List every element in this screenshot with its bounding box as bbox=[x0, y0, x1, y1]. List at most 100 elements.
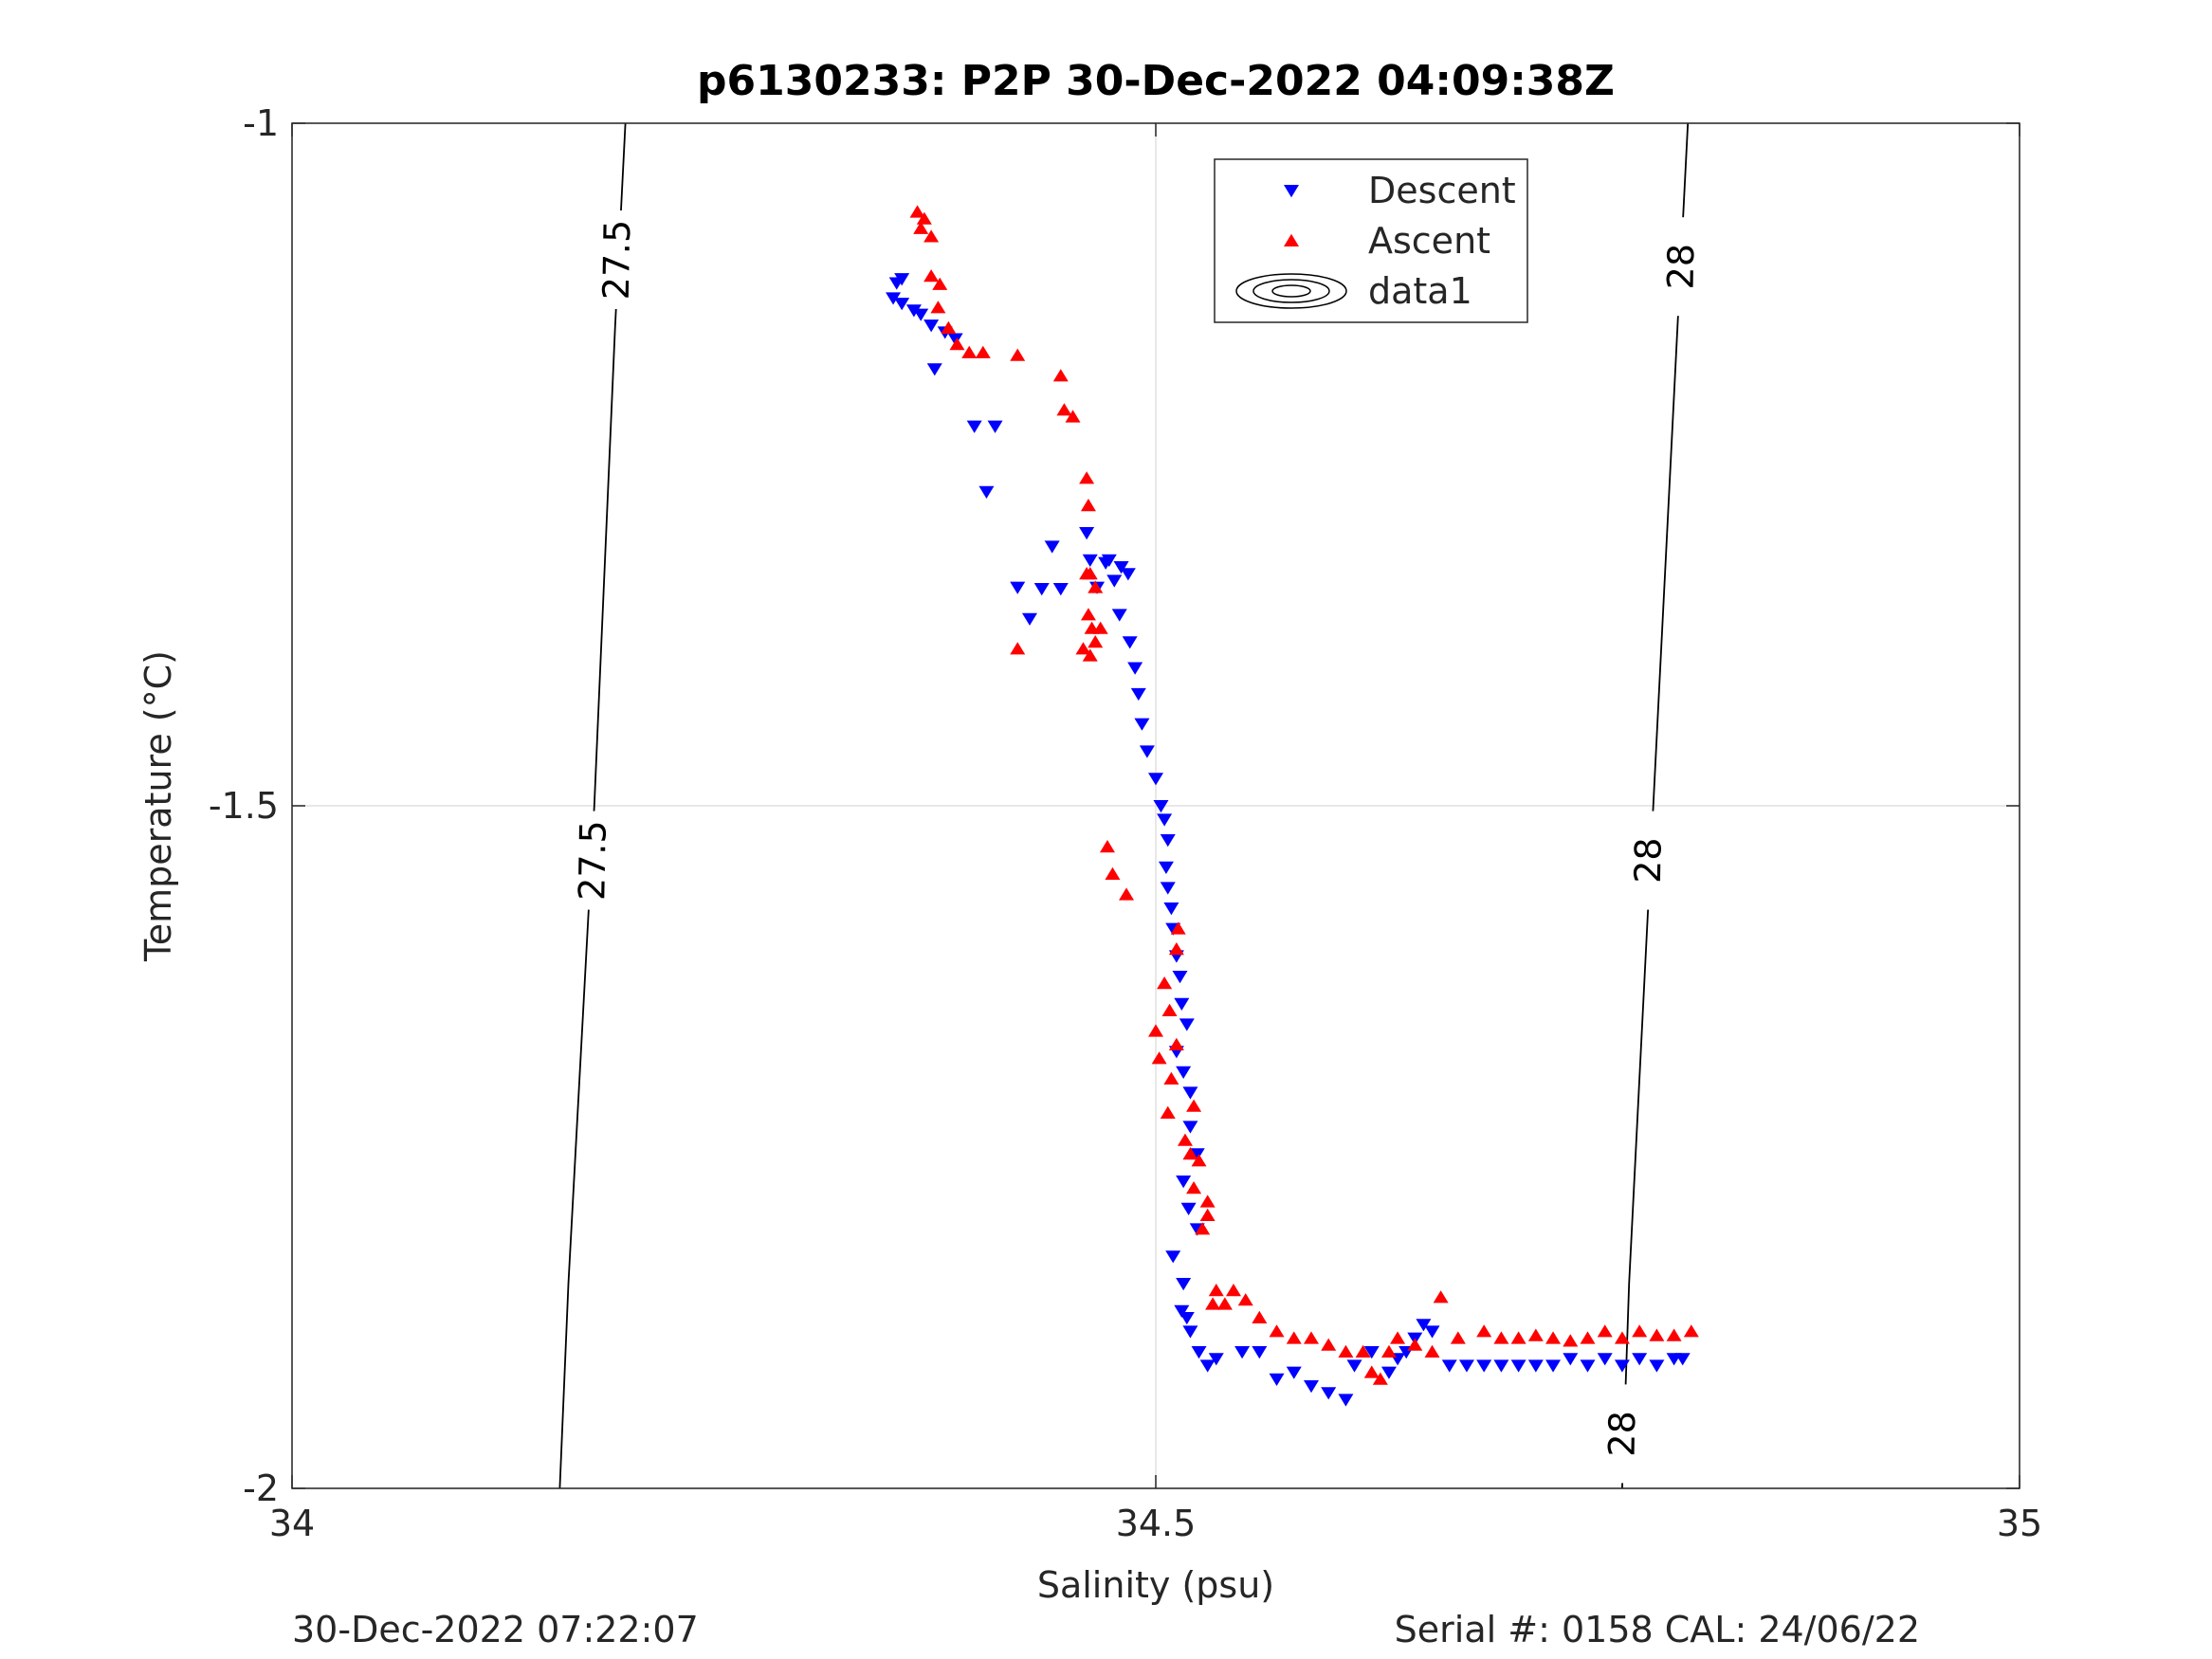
descent-point bbox=[1234, 1346, 1251, 1359]
legend-contour-icon bbox=[1252, 279, 1330, 303]
descent-point bbox=[1148, 773, 1163, 786]
descent-point bbox=[1179, 1312, 1195, 1325]
ascent-point bbox=[1195, 1222, 1211, 1235]
ascent-point bbox=[1338, 1344, 1354, 1358]
descent-point bbox=[987, 420, 1003, 433]
descent-point bbox=[1199, 1359, 1216, 1373]
descent-point bbox=[1172, 971, 1188, 984]
descent-point bbox=[1127, 662, 1143, 675]
footer-serial-cal: Serial #: 0158 CAL: 24/06/22 bbox=[1395, 1609, 1920, 1650]
ascent-point bbox=[1182, 1147, 1198, 1160]
legend-label: Ascent bbox=[1368, 220, 1490, 262]
ascent-point bbox=[1208, 1284, 1224, 1297]
descent-point bbox=[1176, 1278, 1192, 1291]
contour-label: 28 bbox=[1659, 244, 1702, 290]
ascent-point bbox=[1216, 1297, 1233, 1310]
descent-point bbox=[1139, 745, 1155, 758]
contour-label: 27.5 bbox=[595, 219, 638, 300]
descent-point bbox=[1180, 1202, 1197, 1215]
ascent-point bbox=[1363, 1365, 1380, 1378]
x-tick-label: 35 bbox=[1997, 1503, 2042, 1544]
ascent-point bbox=[1199, 1208, 1216, 1221]
descent-point bbox=[1286, 1366, 1302, 1379]
ascent-point bbox=[1052, 369, 1069, 382]
contour-label-gap bbox=[1627, 811, 1670, 910]
descent-point bbox=[966, 420, 982, 433]
ascent-point bbox=[1080, 608, 1096, 621]
descent-point bbox=[1101, 554, 1117, 567]
ascent-point bbox=[1088, 580, 1104, 593]
descent-point bbox=[1346, 1359, 1362, 1373]
descent-point bbox=[1106, 574, 1123, 588]
descent-point bbox=[978, 485, 995, 499]
ascent-point bbox=[1269, 1324, 1285, 1338]
ascent-point bbox=[1080, 499, 1096, 512]
ascent-point bbox=[1075, 642, 1091, 655]
descent-point bbox=[1176, 1176, 1192, 1189]
descent-point bbox=[1674, 1353, 1691, 1366]
descent-point bbox=[1189, 1148, 1205, 1161]
ascent-point bbox=[1105, 866, 1121, 880]
descent-point bbox=[1338, 1394, 1354, 1407]
ascent-point bbox=[1119, 887, 1135, 901]
ascent-point bbox=[1527, 1328, 1544, 1341]
ascent-point bbox=[1649, 1328, 1665, 1341]
ascent-point bbox=[1205, 1297, 1221, 1310]
ascent-point bbox=[1493, 1331, 1509, 1344]
descent-point bbox=[894, 298, 910, 311]
x-tick-label: 34.5 bbox=[1116, 1503, 1197, 1544]
ascent-point bbox=[1168, 942, 1184, 956]
contour-label: 28 bbox=[1627, 837, 1670, 884]
descent-point bbox=[1632, 1353, 1648, 1366]
ascent-point bbox=[975, 345, 991, 358]
descent-point bbox=[1493, 1359, 1509, 1373]
descent-point bbox=[1163, 902, 1179, 916]
ascent-point bbox=[1545, 1331, 1562, 1344]
ascent-point bbox=[923, 229, 940, 243]
descent-point bbox=[1476, 1359, 1492, 1373]
legend-label: Descent bbox=[1368, 170, 1516, 211]
descent-point bbox=[905, 304, 922, 318]
descent-point bbox=[1052, 583, 1069, 596]
descent-point bbox=[1158, 861, 1174, 874]
ascent-point bbox=[1186, 1181, 1202, 1194]
ascent-point bbox=[930, 301, 946, 314]
x-axis-label: Salinity (psu) bbox=[1037, 1564, 1274, 1606]
descent-point bbox=[926, 363, 942, 376]
ascent-point bbox=[1355, 1344, 1371, 1358]
ascent-point bbox=[1199, 1194, 1216, 1208]
ascent-point bbox=[1010, 348, 1026, 361]
legend-contour-icon bbox=[1235, 273, 1347, 309]
ascent-point bbox=[932, 277, 948, 290]
descent-point bbox=[1182, 1086, 1198, 1100]
ascent-point bbox=[1252, 1310, 1268, 1323]
ascent-point bbox=[1666, 1328, 1682, 1341]
descent-point bbox=[1614, 1359, 1630, 1373]
ascent-point bbox=[1321, 1338, 1337, 1351]
ascent-point bbox=[1168, 1037, 1184, 1050]
ascent-point bbox=[1563, 1334, 1579, 1347]
ascent-point bbox=[1390, 1331, 1406, 1344]
y-axis-label: Temperature (°C) bbox=[137, 650, 179, 962]
ascent-point bbox=[1510, 1331, 1526, 1344]
ascent-point bbox=[1157, 976, 1173, 990]
ascent-point bbox=[1088, 635, 1104, 648]
ascent-point bbox=[1614, 1331, 1630, 1344]
descent-point bbox=[1165, 1250, 1181, 1264]
descent-point bbox=[1010, 581, 1026, 594]
descent-point bbox=[1182, 1121, 1198, 1134]
descent-point bbox=[1111, 609, 1127, 622]
footer-timestamp: 30-Dec-2022 07:22:07 bbox=[292, 1609, 699, 1650]
descent-point bbox=[1082, 554, 1098, 567]
ascent-point bbox=[1597, 1324, 1613, 1338]
y-tick-label: -1.5 bbox=[209, 785, 279, 827]
ascent-point bbox=[1580, 1331, 1596, 1344]
descent-point bbox=[1182, 1325, 1198, 1339]
ascent-point bbox=[1056, 403, 1072, 416]
descent-point bbox=[1252, 1346, 1268, 1359]
ascent-point bbox=[909, 205, 925, 218]
descent-point bbox=[1458, 1359, 1474, 1373]
descent-point bbox=[1545, 1359, 1562, 1373]
ascent-point bbox=[913, 221, 929, 234]
